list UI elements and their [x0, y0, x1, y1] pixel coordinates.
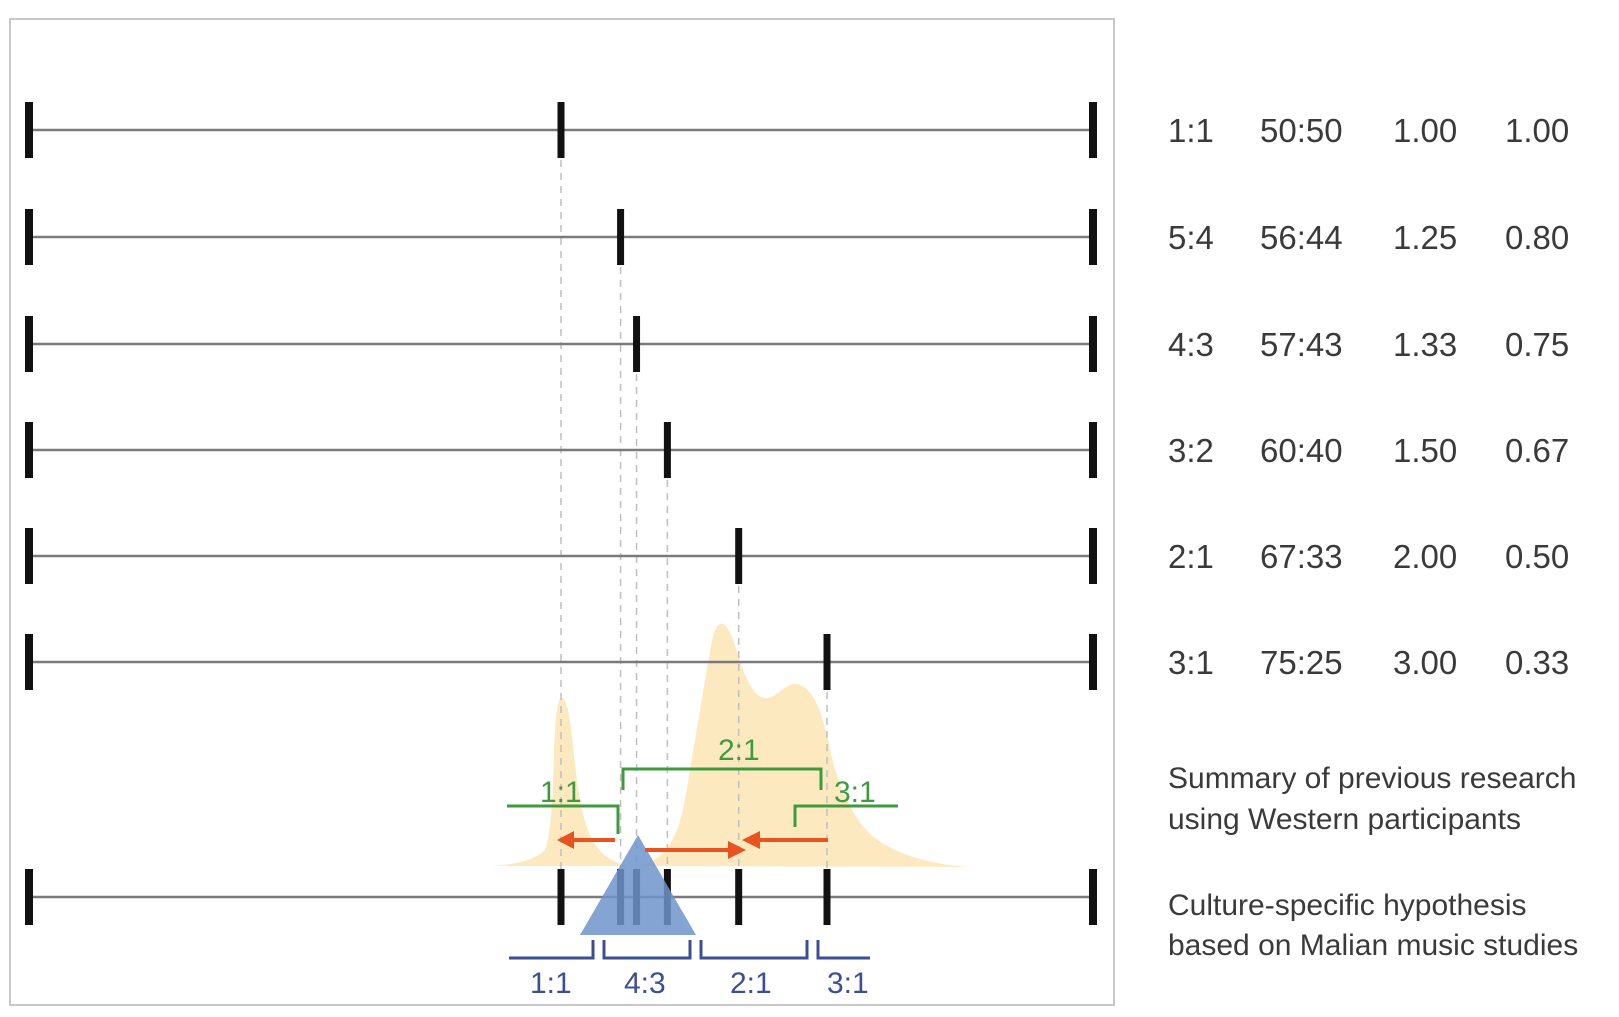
malian-label-1-1: 1:1	[530, 967, 572, 1000]
captions: Summary of previous research using Weste…	[1168, 762, 1578, 962]
table-cell-ratio_value-1:1: 1.00	[1393, 112, 1457, 149]
table-cell-ratio-1:1: 1:1	[1168, 112, 1214, 149]
table-cell-percent-1:1: 50:50	[1260, 112, 1343, 149]
table-cell-ratio-3:1: 3:1	[1168, 644, 1214, 681]
ratio-table: 1:1 50:50 1.00 1.00 5:4 56:44 1.25 0.80 4:3 57:43…	[1168, 112, 1569, 681]
table-cell-ratio_value-5:4: 1.25	[1393, 219, 1457, 256]
table-cell-ratio-5:4: 5:4	[1168, 219, 1214, 256]
table-cell-inverse-3:2: 0.67	[1505, 432, 1569, 469]
table-cell-ratio-3:2: 3:2	[1168, 432, 1214, 469]
table-cell-ratio_value-4:3: 1.33	[1393, 326, 1457, 363]
table-cell-ratio_value-3:2: 1.50	[1393, 432, 1457, 469]
western-distribution	[490, 623, 968, 867]
table-cell-percent-4:3: 57:43	[1260, 326, 1343, 363]
malian-label-2-1: 2:1	[730, 967, 772, 1000]
malian-category-brackets: 1:1 4:3 2:1 3:1	[509, 940, 870, 1000]
western-label-1-1: 1:1	[540, 776, 582, 809]
table-cell-inverse-3:1: 0.33	[1505, 644, 1569, 681]
table-cell-inverse-1:1: 1.00	[1505, 112, 1569, 149]
bracket-2-1-blue	[699, 940, 809, 960]
table-cell-inverse-2:1: 0.50	[1505, 538, 1569, 575]
table-cell-ratio_value-3:1: 3.00	[1393, 644, 1457, 681]
arrow-toward-1-1-head	[557, 831, 574, 849]
bracket-1-1-blue	[509, 940, 595, 960]
shift-arrows	[557, 831, 828, 859]
bracket-2-1-green	[621, 767, 823, 790]
malian-label-3-1: 3:1	[827, 967, 869, 1000]
malian-caption-line2: based on Malian music studies	[1168, 929, 1578, 962]
western-caption-line1: Summary of previous research	[1168, 762, 1577, 795]
table-cell-ratio-2:1: 2:1	[1168, 538, 1214, 575]
malian-hypothesis-triangle	[580, 835, 696, 935]
table-cell-inverse-4:3: 0.75	[1505, 326, 1569, 363]
western-label-2-1: 2:1	[718, 734, 760, 767]
bracket-3-1-green	[793, 804, 898, 827]
western-caption-line2: using Western participants	[1168, 803, 1521, 836]
table-cell-percent-3:1: 75:25	[1260, 644, 1343, 681]
table-cell-ratio-4:3: 4:3	[1168, 326, 1214, 363]
table-cell-ratio_value-2:1: 2.00	[1393, 538, 1457, 575]
arrow-toward-2-1-head	[728, 841, 746, 859]
distribution-peak-1-1	[490, 697, 630, 866]
table-cell-percent-2:1: 67:33	[1260, 538, 1343, 575]
western-label-3-1: 3:1	[834, 776, 876, 809]
bracket-1-1-green	[507, 804, 620, 834]
table-cell-percent-5:4: 56:44	[1260, 219, 1343, 256]
malian-caption-line1: Culture-specific hypothesis	[1168, 889, 1527, 922]
arrow-from-3-1-head	[742, 831, 760, 849]
distribution-peak-2-1-3-1	[625, 623, 968, 867]
malian-label-4-3: 4:3	[624, 967, 666, 1000]
table-cell-inverse-5:4: 0.80	[1505, 219, 1569, 256]
table-cell-percent-3:2: 60:40	[1260, 432, 1343, 469]
bracket-4-3-blue	[602, 940, 692, 960]
bracket-3-1-blue	[816, 940, 870, 960]
western-category-brackets: 1:1 2:1 3:1	[507, 734, 898, 834]
